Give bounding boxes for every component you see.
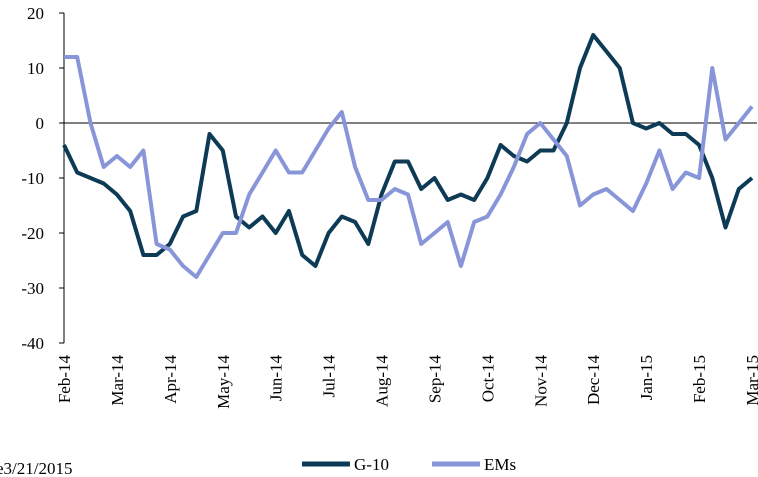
x-tick-label: Jul-14 bbox=[320, 355, 339, 398]
x-tick-label: Aug-14 bbox=[373, 355, 392, 407]
x-tick-label: Apr-14 bbox=[161, 355, 180, 404]
y-tick-label: -20 bbox=[21, 224, 44, 243]
y-tick-label: -40 bbox=[21, 334, 44, 353]
x-tick-label: Mar-15 bbox=[743, 355, 758, 406]
line-series bbox=[62, 33, 754, 268]
legend-label: EMs bbox=[484, 455, 516, 474]
x-tick-label: Feb-14 bbox=[55, 355, 74, 404]
y-tick-label: 10 bbox=[27, 59, 44, 78]
x-tick-label: Dec-14 bbox=[584, 355, 603, 406]
y-tick-label: -10 bbox=[21, 169, 44, 188]
note: e3/21/2015 bbox=[0, 459, 73, 477]
y-tick-label: 20 bbox=[27, 4, 44, 23]
x-tick-label: Oct-14 bbox=[478, 355, 497, 403]
y-tick-label: -30 bbox=[21, 279, 44, 298]
legend-label: G-10 bbox=[354, 455, 389, 474]
line-series bbox=[64, 55, 754, 279]
x-tick-label: Sep-14 bbox=[425, 355, 444, 404]
x-tick-label: May-14 bbox=[214, 355, 233, 409]
x-tick-label: Jan-15 bbox=[637, 355, 656, 400]
x-tick-label: Nov-14 bbox=[531, 355, 550, 407]
x-tick-label: Mar-14 bbox=[108, 355, 127, 406]
y-tick-label: 0 bbox=[36, 114, 45, 133]
x-tick-label: Jun-14 bbox=[267, 355, 286, 402]
x-tick-label: Feb-15 bbox=[690, 355, 709, 403]
